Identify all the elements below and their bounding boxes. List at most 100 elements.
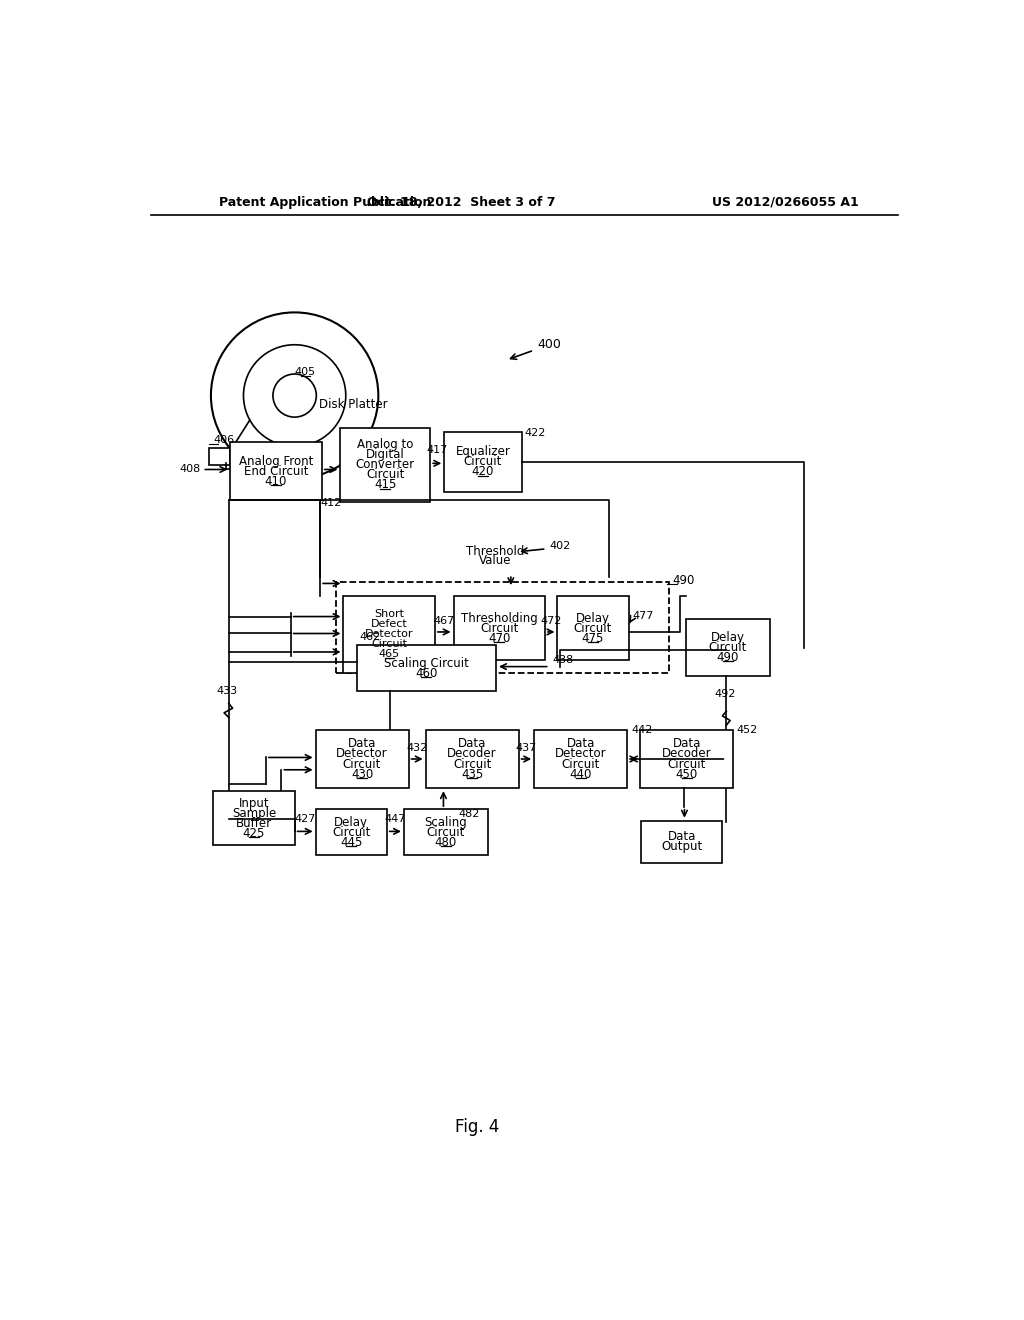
Text: Scaling Circuit: Scaling Circuit	[384, 656, 469, 669]
Text: Circuit: Circuit	[464, 455, 502, 469]
Bar	[641, 821, 722, 863]
Bar	[315, 809, 387, 855]
Text: 467: 467	[433, 616, 455, 626]
Text: Data: Data	[458, 738, 486, 751]
Text: End Circuit: End Circuit	[244, 465, 308, 478]
Text: 432: 432	[407, 743, 428, 754]
Text: Decoder: Decoder	[662, 747, 712, 760]
Text: 460: 460	[415, 667, 437, 680]
Text: Circuit: Circuit	[573, 622, 612, 635]
Text: Value: Value	[479, 554, 512, 566]
Text: Detector: Detector	[555, 747, 606, 760]
Bar	[315, 730, 409, 788]
Text: Thresholding: Thresholding	[461, 611, 538, 624]
Text: Threshold: Threshold	[466, 545, 524, 557]
Text: Defect: Defect	[371, 619, 408, 630]
Text: 420: 420	[472, 465, 495, 478]
Bar	[340, 428, 430, 502]
Text: Analog Front: Analog Front	[239, 454, 313, 467]
Text: Circuit: Circuit	[453, 758, 492, 771]
Text: 490: 490	[717, 651, 739, 664]
Text: Sample: Sample	[231, 807, 276, 820]
Text: 440: 440	[569, 767, 592, 780]
Text: 465: 465	[379, 649, 399, 659]
Text: Circuit: Circuit	[480, 622, 518, 635]
Text: 477: 477	[633, 611, 654, 620]
Text: Circuit: Circuit	[668, 758, 706, 771]
Text: Detector: Detector	[365, 630, 414, 639]
Text: 435: 435	[461, 767, 483, 780]
Text: 410: 410	[265, 474, 287, 487]
Text: Circuit: Circuit	[371, 639, 408, 649]
Bar	[686, 619, 770, 676]
Bar	[444, 432, 521, 492]
Text: Patent Application Publication: Patent Application Publication	[219, 195, 432, 209]
Text: Disk Platter: Disk Platter	[319, 399, 388, 412]
Bar	[535, 730, 627, 788]
Text: Delay: Delay	[334, 816, 369, 829]
Text: Delay: Delay	[575, 611, 610, 624]
Text: Decoder: Decoder	[447, 747, 497, 760]
Text: 437: 437	[516, 743, 537, 754]
Text: Digital: Digital	[366, 449, 404, 462]
Text: Equalizer: Equalizer	[456, 445, 510, 458]
Text: 430: 430	[351, 767, 373, 780]
Text: Fig. 4: Fig. 4	[455, 1118, 499, 1137]
Text: Buffer: Buffer	[236, 817, 272, 830]
Text: Short: Short	[374, 610, 404, 619]
Text: 412: 412	[321, 498, 342, 508]
Bar	[209, 447, 230, 465]
Text: Data: Data	[668, 830, 696, 843]
Text: 492: 492	[715, 689, 736, 700]
Text: 472: 472	[541, 616, 562, 626]
Text: 490: 490	[672, 574, 694, 587]
Text: Data: Data	[673, 738, 701, 751]
Text: 447: 447	[385, 814, 407, 824]
Text: 470: 470	[488, 631, 510, 644]
Text: Analog to: Analog to	[357, 438, 414, 451]
Text: 438: 438	[553, 655, 573, 665]
Text: US 2012/0266055 A1: US 2012/0266055 A1	[712, 195, 858, 209]
Text: Circuit: Circuit	[561, 758, 600, 771]
Bar	[230, 442, 322, 500]
Bar	[557, 595, 629, 660]
Text: Converter: Converter	[355, 458, 415, 471]
Text: Data: Data	[566, 738, 595, 751]
Text: Circuit: Circuit	[427, 825, 465, 838]
Text: 417: 417	[427, 445, 447, 455]
Bar	[336, 582, 669, 673]
Text: Detector: Detector	[336, 747, 388, 760]
Text: Scaling: Scaling	[424, 816, 467, 829]
Text: 400: 400	[538, 338, 561, 351]
Text: Data: Data	[348, 738, 376, 751]
Text: 405: 405	[295, 367, 316, 378]
Bar	[640, 730, 733, 788]
Text: Circuit: Circuit	[709, 640, 748, 653]
Bar	[454, 595, 545, 660]
Text: 402: 402	[550, 541, 570, 550]
Text: 442: 442	[631, 725, 652, 735]
Text: Output: Output	[662, 841, 702, 853]
Text: 462: 462	[359, 632, 380, 643]
Bar	[356, 645, 496, 692]
Text: 422: 422	[524, 428, 546, 438]
Text: 406: 406	[213, 436, 234, 445]
Text: 427: 427	[294, 814, 315, 824]
Text: 475: 475	[582, 631, 604, 644]
Bar	[213, 792, 295, 845]
Text: 433: 433	[216, 686, 238, 696]
Text: 415: 415	[374, 478, 396, 491]
Text: 408: 408	[179, 465, 201, 474]
Text: 482: 482	[458, 809, 479, 820]
Text: Circuit: Circuit	[367, 469, 404, 482]
Text: 480: 480	[434, 836, 457, 849]
Text: Input: Input	[239, 797, 269, 809]
Text: 425: 425	[243, 826, 265, 840]
Text: Circuit: Circuit	[332, 825, 371, 838]
Text: Circuit: Circuit	[343, 758, 381, 771]
Text: 445: 445	[340, 836, 362, 849]
Text: 452: 452	[736, 725, 758, 735]
Text: Oct. 18, 2012  Sheet 3 of 7: Oct. 18, 2012 Sheet 3 of 7	[367, 195, 555, 209]
Text: 450: 450	[676, 767, 698, 780]
Bar	[403, 809, 487, 855]
